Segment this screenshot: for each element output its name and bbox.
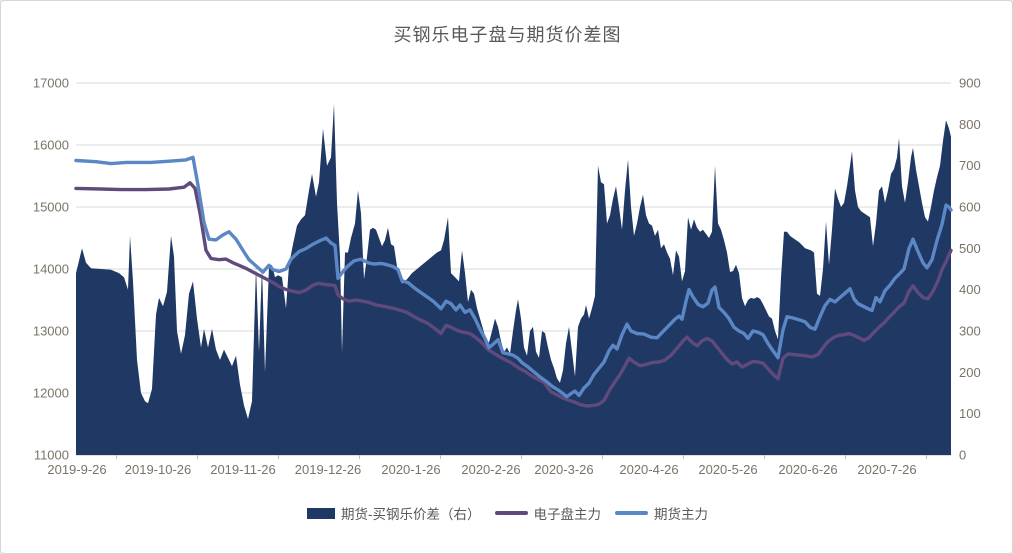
x-tick-label: 2020-4-26 — [619, 462, 678, 477]
x-tick-label: 2019-12-26 — [295, 462, 362, 477]
y-left-tick-label: 11000 — [34, 448, 69, 463]
x-tick-label: 2019-11-26 — [210, 462, 276, 477]
chart-title: 买钢乐电子盘与期货价差图 — [393, 25, 622, 45]
y-left-tick-label: 15000 — [33, 200, 69, 215]
spread-area-swatch — [307, 507, 335, 519]
x-tick-label: 2020-3-26 — [534, 462, 593, 477]
y-left-tick-label: 12000 — [33, 386, 69, 401]
x-tick-label: 2019-9-26 — [47, 462, 106, 477]
y-right-tick-label: 0 — [959, 448, 966, 463]
x-tick-label: 2020-7-26 — [857, 462, 916, 477]
legend-item-futures: 期货主力 — [615, 503, 708, 523]
y-left-tick-label: 16000 — [33, 138, 69, 153]
futures-line-swatch — [615, 511, 648, 515]
y-right-tick-label: 200 — [959, 365, 981, 380]
spread-area-series — [76, 103, 951, 455]
electronic-line-swatch — [494, 511, 528, 515]
x-tick-label: 2020-1-26 — [381, 462, 440, 477]
chart-legend: 期货-买钢乐价差（右） 电子盘主力 期货主力 — [1, 502, 1012, 524]
x-tick-label: 2020-2-26 — [461, 462, 520, 477]
y-right-tick-label: 300 — [959, 324, 981, 339]
y-left-tick-label: 14000 — [33, 262, 69, 277]
y-right-tick-label: 100 — [959, 406, 981, 421]
legend-label-spread: 期货-买钢乐价差（右） — [341, 507, 481, 522]
y-right-tick-label: 500 — [959, 241, 981, 256]
y-left-tick-label: 13000 — [33, 324, 69, 339]
futures-main-line-series — [74, 155, 953, 399]
y-right-tick-label: 400 — [959, 282, 981, 297]
y-right-tick-label: 900 — [959, 76, 981, 91]
y-right-tick-label: 800 — [959, 117, 981, 132]
y-right-tick-label: 700 — [959, 158, 981, 173]
legend-label-electronic: 电子盘主力 — [533, 507, 602, 522]
legend-item-spread: 期货-买钢乐价差（右） — [307, 503, 481, 523]
x-tick-label: 2020-6-26 — [778, 462, 837, 477]
legend-item-electronic: 电子盘主力 — [494, 503, 602, 523]
x-tick-label: 2020-5-26 — [698, 462, 757, 477]
y-left-tick-label: 17000 — [33, 76, 69, 91]
electronic-main-line-series — [74, 181, 953, 408]
y-right-tick-label: 600 — [959, 200, 981, 215]
legend-label-futures: 期货主力 — [654, 507, 708, 522]
x-tick-label: 2019-10-26 — [125, 462, 192, 477]
